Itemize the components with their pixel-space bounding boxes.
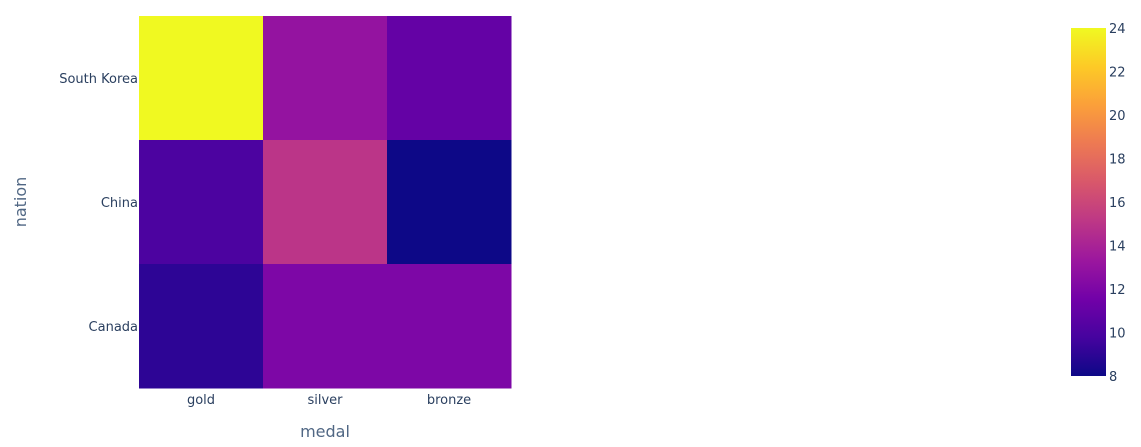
colorbar-tick-label: 10: [1109, 327, 1126, 342]
heatmap-cell: [387, 140, 512, 265]
colorbar-tick-label: 12: [1109, 283, 1126, 298]
colorbar-tick-label: 8: [1109, 370, 1117, 385]
x-tick-label: silver: [307, 393, 343, 408]
y-axis-ticks: South Korea China Canada: [59, 72, 138, 335]
heatmap-cell: [139, 16, 264, 141]
colorbar-tick-label: 24: [1109, 22, 1126, 37]
heatmap-cell: [263, 140, 388, 265]
colorbar-tick-label: 18: [1109, 153, 1126, 168]
heatmap-cell: [263, 264, 388, 389]
y-tick-label: Canada: [89, 320, 138, 335]
heatmap-cell: [139, 140, 264, 265]
x-axis-ticks: gold silver bronze: [187, 393, 471, 408]
colorbar-tick-label: 22: [1109, 66, 1126, 81]
heatmap-cells: [139, 16, 512, 389]
x-tick-label: bronze: [427, 393, 471, 408]
colorbar-tick-label: 16: [1109, 196, 1126, 211]
heatmap-cell: [387, 16, 512, 141]
heatmap-cell: [387, 264, 512, 389]
y-axis-title: nation: [11, 177, 30, 228]
colorbar: [1071, 28, 1106, 376]
y-tick-label: China: [101, 196, 138, 211]
colorbar-tick-label: 14: [1109, 240, 1126, 255]
x-axis-title: medal: [300, 422, 350, 441]
heatmap-cell: [263, 16, 388, 141]
colorbar-ticks: 8 10 12 14 16 18 20 22 24: [1109, 22, 1126, 385]
x-tick-label: gold: [187, 393, 215, 408]
heatmap-cell: [139, 264, 264, 389]
y-tick-label: South Korea: [59, 72, 138, 87]
colorbar-tick-label: 20: [1109, 109, 1126, 124]
